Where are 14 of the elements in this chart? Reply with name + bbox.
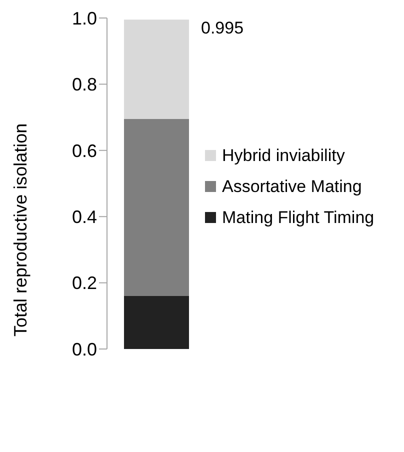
y-tick-label: 0.0 [72, 339, 97, 360]
legend-label: Hybrid inviability [222, 146, 345, 166]
legend-label: Mating Flight Timing [222, 208, 374, 228]
y-axis-title: Total reproductive isolation [10, 123, 30, 336]
legend-label: Assortative Mating [222, 176, 362, 196]
bar [124, 118, 189, 296]
total-label: 0.995 [201, 18, 244, 38]
y-tick-label: 0.4 [72, 206, 97, 227]
bar [124, 296, 189, 349]
y-tick-label: 0.2 [72, 273, 97, 294]
bar [124, 20, 189, 119]
y-tick-label: 0.6 [72, 140, 97, 161]
y-tick-label: 1.0 [72, 8, 97, 28]
y-tick-label: 0.8 [72, 74, 97, 95]
